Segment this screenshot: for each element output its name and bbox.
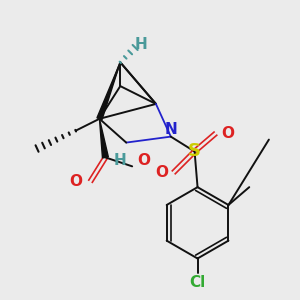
Text: H: H <box>114 153 127 168</box>
Text: Cl: Cl <box>189 275 206 290</box>
Text: H: H <box>135 37 148 52</box>
Text: O: O <box>138 153 151 168</box>
Text: O: O <box>221 126 234 141</box>
Text: N: N <box>164 122 177 137</box>
Polygon shape <box>100 119 108 158</box>
Text: S: S <box>188 142 201 160</box>
Polygon shape <box>97 62 120 120</box>
Text: O: O <box>69 174 82 189</box>
Text: O: O <box>155 165 168 180</box>
